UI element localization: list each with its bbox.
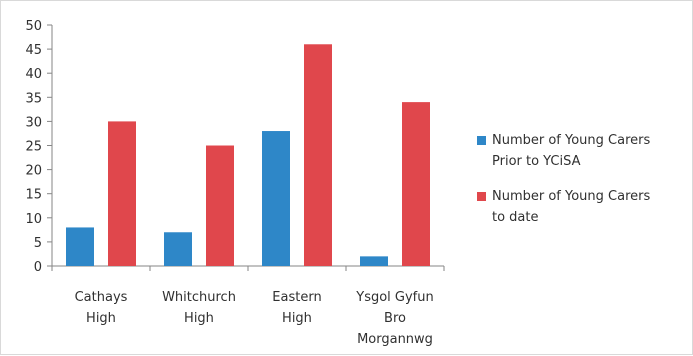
y-tick-label: 15 [25, 188, 42, 203]
x-tick-label: Whitchurch High [162, 290, 236, 326]
legend-label-1: Number of Young Carers Prior to YCiSA [492, 133, 650, 169]
x-tick-label: Cathays High [75, 290, 128, 326]
y-tick-label: 40 [25, 67, 42, 82]
bar-series-2 [206, 145, 234, 266]
y-tick-label: 45 [25, 43, 42, 58]
bar-series-1 [262, 131, 290, 266]
y-tick-label: 0 [34, 260, 42, 275]
y-tick-label: 30 [25, 115, 42, 130]
bar-series-1 [66, 227, 94, 266]
bar-series-1 [164, 232, 192, 266]
x-tick-label: Eastern High [272, 290, 321, 326]
bar-series-2 [304, 44, 332, 266]
y-tick-label: 25 [25, 140, 42, 155]
legend-swatch-1 [477, 136, 486, 145]
x-tick-label: Ysgol Gyfun Bro Morgannwg [355, 290, 434, 347]
y-tick-label: 10 [25, 212, 42, 227]
bar-series-1 [360, 256, 388, 266]
y-tick-label: 35 [25, 91, 42, 106]
legend-swatch-2 [477, 192, 486, 201]
bar-series-2 [108, 121, 136, 267]
y-tick-label: 20 [25, 164, 42, 179]
y-tick-label: 50 [25, 19, 42, 34]
bar-series-2 [402, 102, 430, 267]
y-tick-label: 5 [34, 236, 42, 251]
legend-label-2: Number of Young Carers to date [492, 189, 650, 225]
